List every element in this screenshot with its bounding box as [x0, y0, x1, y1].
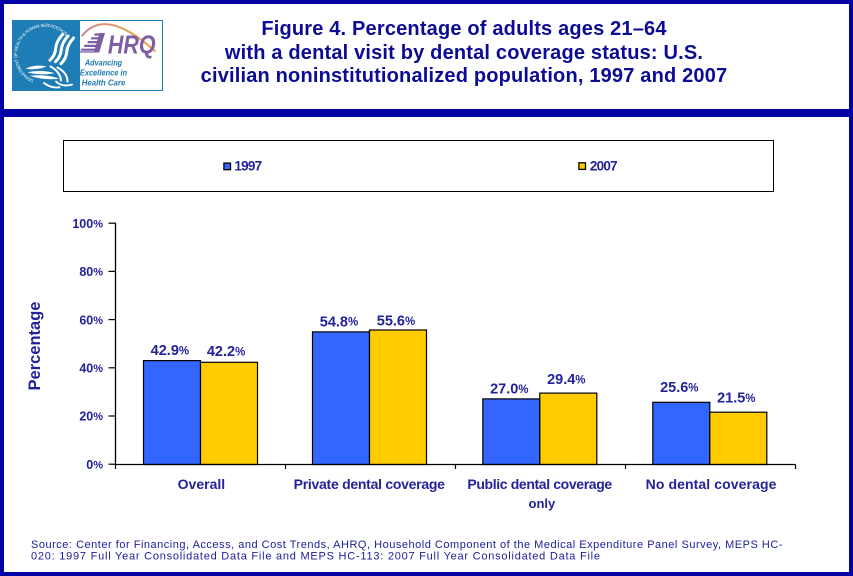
svg-text:2007: 2007 [590, 158, 618, 173]
svg-text:25.6%: 25.6% [660, 380, 698, 396]
svg-text:only: only [529, 496, 556, 511]
svg-text:0%: 0% [86, 458, 103, 472]
svg-text:Health Care: Health Care [82, 78, 126, 87]
svg-text:Public dental coverage: Public dental coverage [467, 476, 612, 492]
svg-text:Source: Center for Financing,: Source: Center for Financing, Access, an… [31, 539, 783, 551]
svg-text:40%: 40% [79, 362, 103, 376]
svg-text:100%: 100% [72, 217, 103, 231]
svg-text:42.2%: 42.2% [207, 344, 245, 360]
svg-text:Overall: Overall [178, 476, 226, 492]
svg-text:HRQ: HRQ [108, 31, 156, 60]
svg-text:54.8%: 54.8% [320, 314, 358, 330]
svg-text:60%: 60% [79, 313, 103, 327]
svg-text:55.6%: 55.6% [377, 314, 415, 330]
svg-text:1997: 1997 [234, 158, 262, 173]
svg-text:Private dental coverage: Private dental coverage [294, 476, 446, 492]
svg-text:80%: 80% [79, 265, 103, 279]
svg-text:21.5%: 21.5% [717, 391, 755, 407]
svg-text:27.0%: 27.0% [490, 382, 528, 398]
svg-text:020: 1997 Full Year Consolidat: 020: 1997 Full Year Consolidated Data Fi… [31, 550, 600, 562]
svg-text:Advancing: Advancing [84, 58, 122, 68]
svg-text:20%: 20% [79, 410, 103, 424]
svg-text:No dental coverage: No dental coverage [646, 476, 777, 492]
svg-text:42.9%: 42.9% [151, 343, 189, 359]
svg-text:29.4%: 29.4% [547, 372, 585, 388]
svg-text:Excellence in: Excellence in [80, 68, 127, 78]
svg-text:Percentage: Percentage [26, 302, 44, 391]
